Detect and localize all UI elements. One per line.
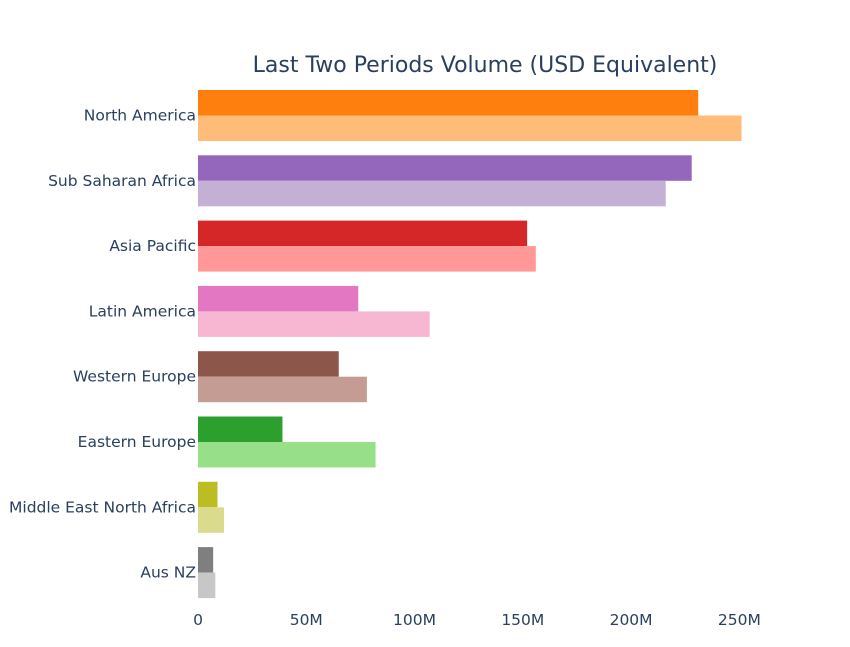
category-label: Aus NZ <box>140 564 196 582</box>
bar-north-america-series-1 <box>198 90 699 116</box>
bar-middle-east-north-africa-series-1 <box>198 481 218 508</box>
bar-latin-america-series-1 <box>198 285 359 312</box>
category-labels: North America Sub Saharan Africa Asia Paci… <box>9 107 196 582</box>
bar-aus-nz-series-2 <box>198 572 216 599</box>
bar-western-europe-series-1 <box>198 351 339 377</box>
bar-asia-pacific-series-2 <box>198 246 536 272</box>
bar-eastern-europe-series-1 <box>198 416 283 442</box>
bar-aus-nz-series-1 <box>198 547 214 573</box>
category-label: Sub Saharan Africa <box>48 172 196 190</box>
category-label: Western Europe <box>73 368 196 386</box>
bar-north-america-series-2 <box>198 115 742 141</box>
category-label: Asia Pacific <box>109 237 196 255</box>
x-tick-label: 0 <box>193 611 203 629</box>
bar-eastern-europe-series-2 <box>198 442 376 468</box>
bar-sub-saharan-africa-series-1 <box>198 155 692 181</box>
x-axis-ticks: 0 50M 100M 150M 200M 250M <box>193 611 761 629</box>
x-tick-label: 200M <box>610 611 653 629</box>
bar-western-europe-series-2 <box>198 376 367 403</box>
x-tick-label: 50M <box>290 611 323 629</box>
bar-sub-saharan-africa-series-2 <box>198 180 666 207</box>
x-tick-label: 250M <box>718 611 761 629</box>
category-label: Middle East North Africa <box>9 498 196 516</box>
chart-title: Last Two Periods Volume (USD Equivalent) <box>253 53 718 78</box>
bar-asia-pacific-series-1 <box>198 220 528 247</box>
bars-layer <box>198 90 742 599</box>
category-label: Eastern Europe <box>78 433 196 451</box>
x-tick-label: 100M <box>393 611 436 629</box>
bar-latin-america-series-2 <box>198 311 430 337</box>
x-tick-label: 150M <box>501 611 544 629</box>
category-label: Latin America <box>89 302 196 320</box>
bar-middle-east-north-africa-series-2 <box>198 507 224 533</box>
category-label: North America <box>84 107 196 125</box>
